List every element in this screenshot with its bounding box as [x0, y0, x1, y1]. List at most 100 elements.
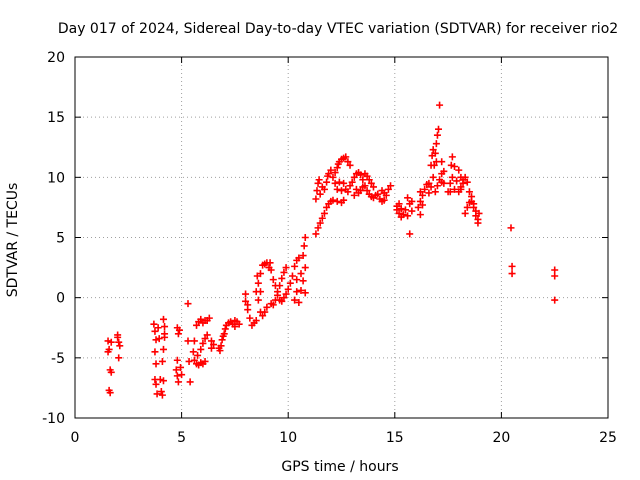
data-point: [327, 166, 335, 174]
data-point: [315, 176, 323, 184]
data-point: [344, 158, 352, 166]
data-point: [363, 187, 371, 195]
y-tick-label: -5: [51, 351, 65, 367]
data-point: [320, 185, 328, 193]
data-point: [421, 185, 429, 193]
data-point: [350, 191, 358, 199]
data-point: [293, 276, 301, 284]
data-point: [159, 345, 167, 353]
data-point: [173, 372, 181, 380]
data-point: [293, 288, 301, 296]
data-point: [266, 259, 274, 267]
data-point: [201, 335, 209, 343]
data-point: [374, 190, 382, 198]
data-point: [278, 274, 286, 282]
data-point: [254, 279, 262, 287]
data-point: [470, 203, 478, 211]
data-point: [282, 264, 290, 272]
data-point: [291, 262, 299, 270]
data-point: [338, 187, 345, 195]
data-point: [278, 297, 286, 305]
data-point: [161, 330, 169, 338]
data-point: [184, 300, 192, 308]
data-point: [312, 230, 320, 238]
data-point: [435, 125, 443, 133]
data-point: [350, 173, 358, 181]
data-point: [448, 153, 456, 161]
data-point: [173, 356, 181, 364]
data-point: [158, 391, 166, 399]
data-point: [357, 171, 365, 179]
data-point: [395, 200, 403, 208]
data-point: [175, 326, 183, 334]
data-point: [440, 179, 448, 187]
data-point: [416, 211, 424, 219]
data-point: [161, 323, 169, 331]
data-point: [416, 197, 424, 205]
data-point: [367, 179, 375, 187]
axis-ticks: 0 5 10 15 20 25 -10 -5 0 5 10 15 20: [42, 50, 617, 446]
data-point: [508, 270, 516, 278]
data-point: [235, 320, 243, 328]
data-point: [448, 173, 456, 181]
data-point: [551, 266, 559, 274]
data-point: [178, 371, 186, 379]
data-point: [463, 203, 471, 211]
data-point: [152, 360, 160, 368]
data-point: [116, 342, 124, 350]
data-point: [271, 296, 279, 304]
data-point: [246, 314, 254, 322]
data-point: [318, 214, 326, 222]
data-point: [190, 356, 198, 364]
data-point: [446, 179, 454, 187]
data-point: [340, 196, 348, 204]
data-point: [395, 209, 403, 217]
data-point: [333, 185, 341, 193]
data-point: [297, 286, 305, 294]
data-point: [280, 268, 288, 276]
data-point: [152, 380, 160, 388]
data-point: [346, 161, 354, 169]
data-point: [174, 378, 182, 386]
data-point: [158, 357, 166, 365]
data-point: [297, 270, 305, 278]
data-point: [342, 153, 350, 161]
data-point: [323, 178, 331, 186]
data-point: [406, 230, 414, 238]
data-point: [189, 348, 197, 356]
data-point: [269, 276, 277, 284]
data-point: [329, 173, 337, 181]
data-point: [231, 317, 239, 325]
data-point: [267, 266, 275, 274]
data-point: [299, 277, 307, 285]
data-point: [218, 336, 226, 344]
data-point: [455, 166, 463, 174]
data-point: [436, 101, 444, 109]
x-tick-label: 15: [386, 430, 404, 446]
data-point: [463, 178, 471, 186]
data-point: [363, 172, 371, 180]
x-tick-label: 5: [177, 430, 186, 446]
data-point: [201, 357, 209, 365]
data-point: [256, 288, 264, 296]
data-point: [387, 182, 395, 190]
data-point: [259, 312, 267, 320]
data-point: [427, 161, 435, 169]
data-point: [425, 179, 433, 187]
y-tick-label: 0: [56, 291, 65, 307]
data-point: [115, 354, 123, 362]
data-point: [316, 219, 324, 227]
x-tick-label: 25: [599, 430, 617, 446]
y-tick-label: 15: [47, 110, 65, 126]
data-point: [186, 378, 194, 386]
data-point: [313, 187, 321, 195]
data-point: [199, 339, 207, 347]
data-point: [465, 188, 473, 196]
data-point: [450, 185, 458, 193]
data-point: [344, 188, 352, 196]
data-point: [150, 320, 158, 328]
data-point: [252, 317, 260, 325]
data-point: [333, 197, 341, 205]
data-point: [440, 167, 448, 175]
